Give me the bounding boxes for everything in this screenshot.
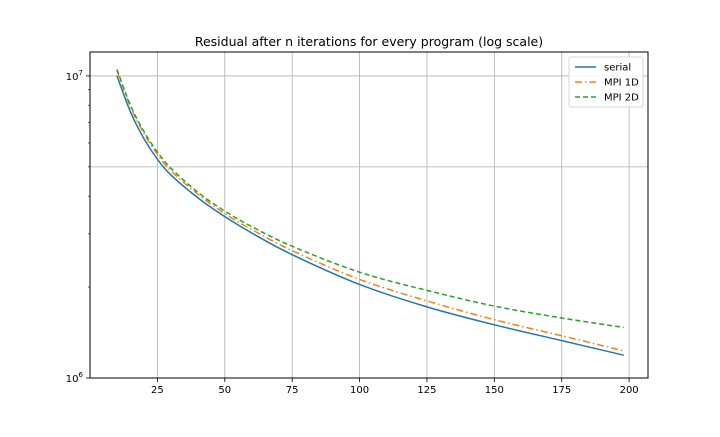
x-tick-label: 125 bbox=[417, 385, 436, 396]
x-axis: 25 50 75 100 125 150 175 200 bbox=[151, 378, 639, 396]
plot-frame bbox=[89, 51, 649, 379]
legend: serial MPI 1D MPI 2D bbox=[568, 56, 644, 108]
series-line-mpi-1d bbox=[116, 70, 624, 352]
series-line-mpi-2d bbox=[116, 69, 624, 329]
legend-label: serial bbox=[604, 63, 631, 74]
legend-box bbox=[568, 56, 644, 108]
x-tick-label: 100 bbox=[350, 385, 369, 396]
chart-title: Residual after n iterations for every pr… bbox=[195, 34, 543, 49]
y-tick-label: 107 bbox=[66, 69, 83, 83]
x-tick-label: 175 bbox=[552, 385, 571, 396]
x-tick-label: 200 bbox=[620, 385, 639, 396]
legend-label: MPI 1D bbox=[604, 78, 639, 89]
x-tick-label: 25 bbox=[151, 385, 164, 396]
y-axis: 106 107 bbox=[66, 69, 90, 385]
x-tick-label: 50 bbox=[218, 385, 231, 396]
series-line-serial bbox=[116, 75, 624, 356]
legend-label: MPI 2D bbox=[604, 93, 639, 104]
y-tick-label: 106 bbox=[66, 371, 84, 385]
grid bbox=[90, 52, 648, 379]
x-tick-label: 150 bbox=[485, 385, 504, 396]
x-tick-label: 75 bbox=[286, 385, 299, 396]
series-lines bbox=[116, 69, 624, 356]
